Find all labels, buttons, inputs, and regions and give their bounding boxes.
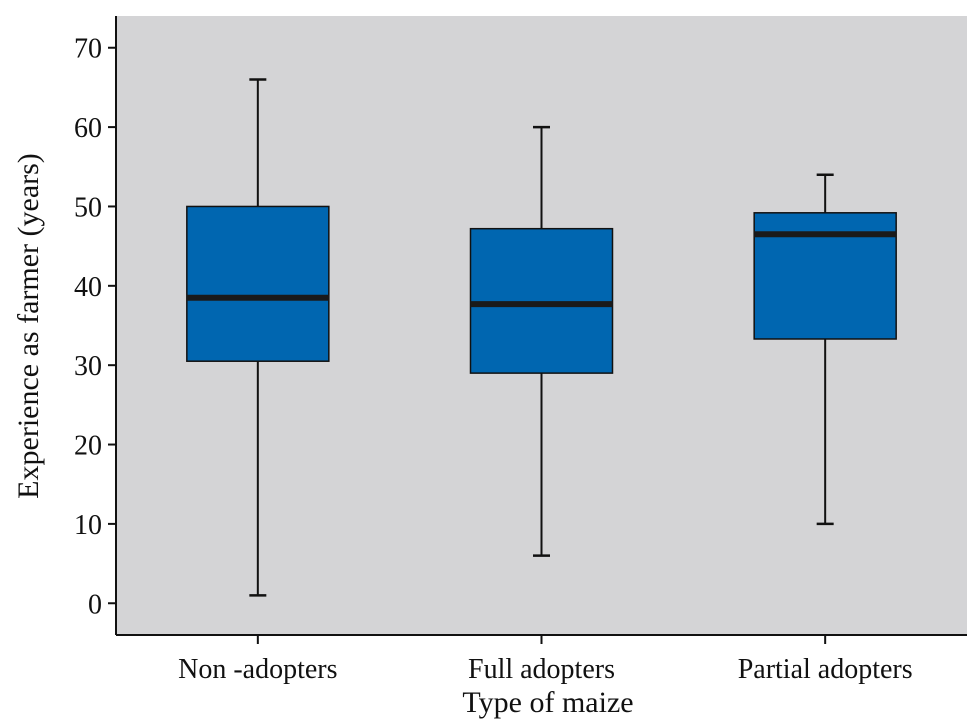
y-axis-title: Experience as farmer (years) [12,153,45,499]
y-tick-label: 70 [74,34,102,65]
x-axis-title: Type of maize [462,686,633,719]
y-tick-label: 20 [74,431,102,462]
x-tick-label: Partial adopters [738,654,913,685]
y-tick-label: 30 [74,351,102,382]
y-axis-ticks: 0 10 20 30 40 50 60 70 [74,34,116,620]
box-1 [186,78,330,597]
y-tick-label: 60 [74,113,102,144]
x-tick-label: Full adopters [468,654,615,685]
y-tick-label: 0 [88,589,102,620]
y-tick-label: 50 [74,192,102,223]
y-tick-label: 40 [74,272,102,303]
x-tick-label: Non -adopters [178,654,337,685]
box-3 [753,173,897,526]
y-tick-label: 10 [74,510,102,541]
boxes-group [186,78,897,597]
iqr-box [469,227,614,374]
box-2 [469,125,614,557]
x-axis-ticks: Non -adopters Full adopters Partial adopte… [178,635,913,685]
iqr-box [186,205,330,362]
